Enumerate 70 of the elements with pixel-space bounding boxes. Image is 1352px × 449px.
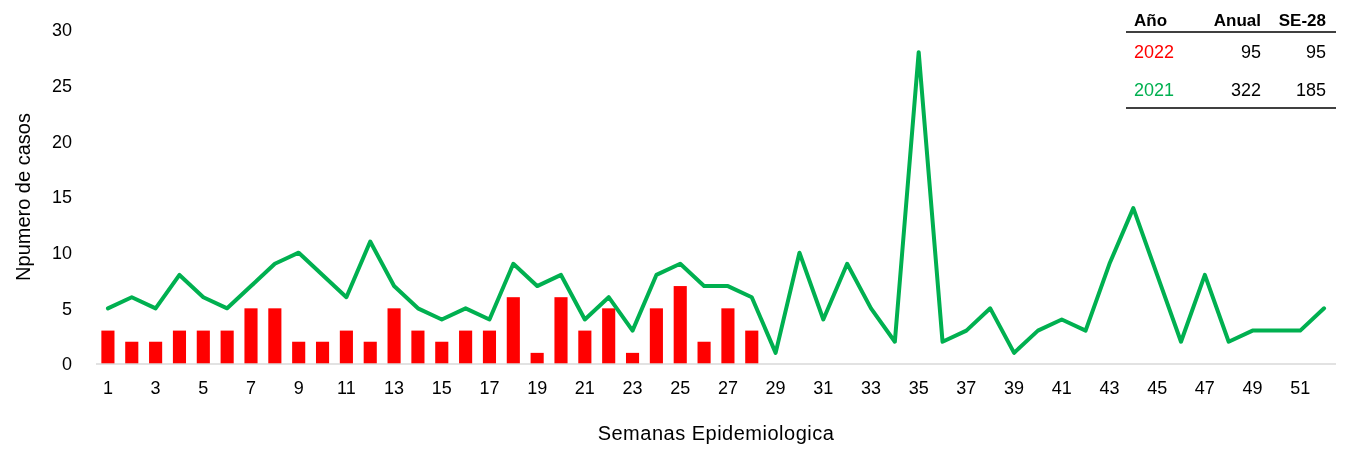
bar	[387, 308, 401, 364]
x-tick-label: 7	[245, 378, 257, 398]
x-tick-label: 47	[1194, 378, 1215, 398]
bar	[244, 308, 258, 364]
y-tick-label: 10	[51, 242, 72, 263]
bar	[673, 286, 687, 364]
y-tick-label: 30	[51, 20, 72, 41]
bar	[220, 330, 234, 364]
x-tick-label: 19	[527, 378, 548, 398]
bar	[101, 330, 115, 364]
y-tick-label: 5	[61, 298, 72, 319]
y-tick-label: 20	[51, 131, 72, 152]
bar	[482, 330, 497, 364]
x-tick-label: 39	[1004, 378, 1025, 398]
bar	[721, 308, 735, 364]
x-tick-label: 17	[479, 378, 500, 398]
x-tick-label: 9	[293, 378, 304, 398]
text: SE-28	[1278, 11, 1326, 30]
bar	[435, 341, 449, 364]
bar	[649, 308, 663, 364]
x-tick-label: 51	[1290, 378, 1311, 398]
bar	[149, 341, 163, 364]
x-tick-label: 33	[860, 378, 882, 398]
annotation: 185	[1295, 80, 1326, 100]
bar	[745, 330, 759, 364]
text: Anual	[1213, 11, 1261, 30]
y-axis-title: Npumero de casos	[12, 113, 34, 281]
bar	[411, 330, 425, 364]
y-tick-label: 25	[51, 75, 72, 96]
x-tick-label: 23	[622, 378, 643, 398]
x-tick-label: 45	[1147, 378, 1168, 398]
bar	[506, 297, 520, 364]
annotation: 95	[1305, 42, 1326, 62]
x-tick-label: 27	[717, 378, 738, 398]
text: Año	[1134, 11, 1168, 30]
x-tick-label: 5	[198, 378, 209, 398]
x-tick-label: 49	[1242, 378, 1263, 398]
bar	[697, 341, 711, 364]
x-tick-label: 37	[956, 378, 977, 398]
bar	[459, 330, 473, 364]
bar	[172, 330, 187, 364]
bar	[292, 341, 306, 364]
x-tick-label: 1	[102, 378, 113, 398]
bar	[196, 330, 210, 364]
bar	[363, 341, 377, 364]
x-tick-label: 41	[1051, 378, 1072, 398]
bar	[602, 308, 616, 364]
x-tick-label: 35	[908, 378, 929, 398]
x-tick-label: 43	[1099, 378, 1120, 398]
y-tick-label: 0	[61, 354, 72, 375]
x-tick-label: 3	[150, 378, 161, 398]
text: 2022	[1134, 42, 1175, 62]
x-tick-label: 11	[337, 378, 356, 398]
bar	[125, 341, 139, 364]
annotation: 95	[1240, 42, 1261, 62]
bar	[315, 341, 330, 364]
y-tick-label: 15	[51, 187, 72, 208]
x-tick-label: 15	[431, 378, 452, 398]
x-axis-title: Semanas Epidemiologica	[597, 422, 835, 444]
x-tick-label: 13	[384, 378, 405, 398]
x-tick-label: 29	[765, 378, 786, 398]
bar	[268, 308, 282, 364]
bar	[339, 330, 353, 364]
bar	[554, 297, 568, 364]
x-tick-label: 25	[670, 378, 691, 398]
x-tick-label: 21	[574, 378, 595, 398]
annotation: 322	[1230, 80, 1261, 100]
x-tick-label: 31	[813, 378, 834, 398]
bar	[578, 330, 592, 364]
text: 2021	[1134, 80, 1175, 100]
